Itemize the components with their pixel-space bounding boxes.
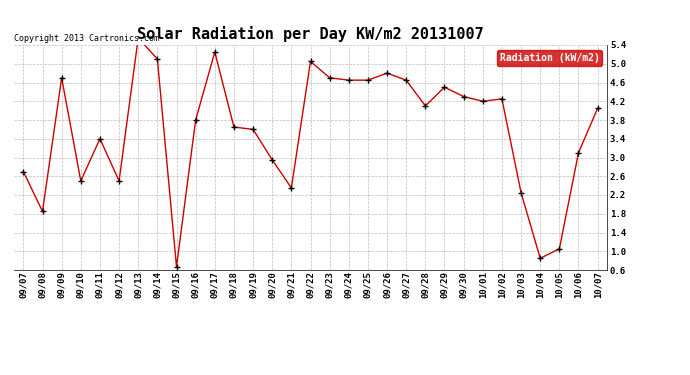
Text: Copyright 2013 Cartronics.com: Copyright 2013 Cartronics.com — [14, 34, 159, 43]
Title: Solar Radiation per Day KW/m2 20131007: Solar Radiation per Day KW/m2 20131007 — [137, 27, 484, 42]
Legend: Radiation (kW/m2): Radiation (kW/m2) — [497, 50, 602, 66]
